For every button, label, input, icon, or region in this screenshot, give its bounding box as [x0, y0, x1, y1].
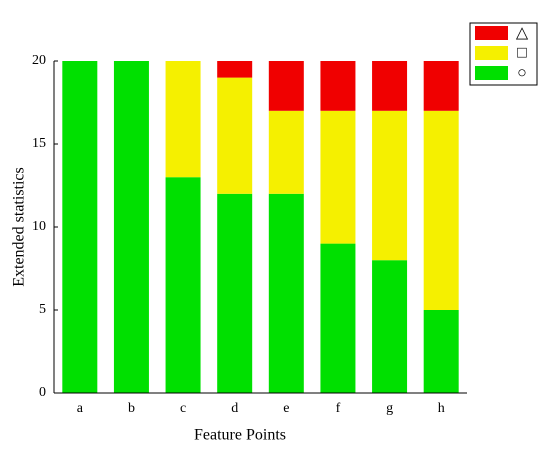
- legend-label: ○: [517, 65, 527, 82]
- y-tick-label: 10: [32, 219, 46, 234]
- legend-label: △: [516, 25, 529, 42]
- x-tick-label: c: [180, 401, 186, 416]
- bar-segment: [268, 110, 304, 194]
- legend-swatch: [475, 26, 508, 40]
- bar-segment: [423, 61, 459, 111]
- bar-segment: [372, 110, 408, 261]
- legend-label: □: [517, 45, 527, 62]
- bar-segment: [268, 61, 304, 111]
- legend-swatch: [475, 66, 508, 80]
- x-tick-label: e: [283, 401, 289, 416]
- y-tick-label: 15: [32, 136, 46, 151]
- bar-segment: [372, 61, 408, 111]
- x-tick-label: h: [438, 401, 445, 416]
- x-tick-label: a: [77, 401, 84, 416]
- bar-segment: [372, 260, 408, 393]
- x-tick-label: f: [336, 401, 341, 416]
- y-tick-label: 0: [39, 385, 46, 400]
- bar-segment: [165, 177, 201, 393]
- x-tick-label: b: [128, 401, 135, 416]
- bar-segment: [423, 110, 459, 310]
- bar-segment: [62, 61, 98, 393]
- y-axis-label: Extended statistics: [11, 167, 28, 287]
- bar-segment: [320, 110, 356, 244]
- bar-segment: [423, 310, 459, 393]
- bar-segment: [217, 77, 253, 194]
- bar-segment: [217, 193, 253, 393]
- bar-segment: [320, 61, 356, 111]
- legend-swatch: [475, 46, 508, 60]
- bar-segment: [113, 61, 149, 393]
- x-tick-label: d: [231, 401, 238, 416]
- bar-segment: [217, 61, 253, 78]
- bar-segment: [165, 61, 201, 178]
- bar-segment: [320, 243, 356, 393]
- y-tick-label: 5: [39, 302, 46, 317]
- y-tick-label: 20: [32, 53, 46, 68]
- x-tick-label: g: [386, 401, 393, 416]
- bar-segment: [268, 193, 304, 393]
- x-axis-label: Feature Points: [194, 427, 286, 444]
